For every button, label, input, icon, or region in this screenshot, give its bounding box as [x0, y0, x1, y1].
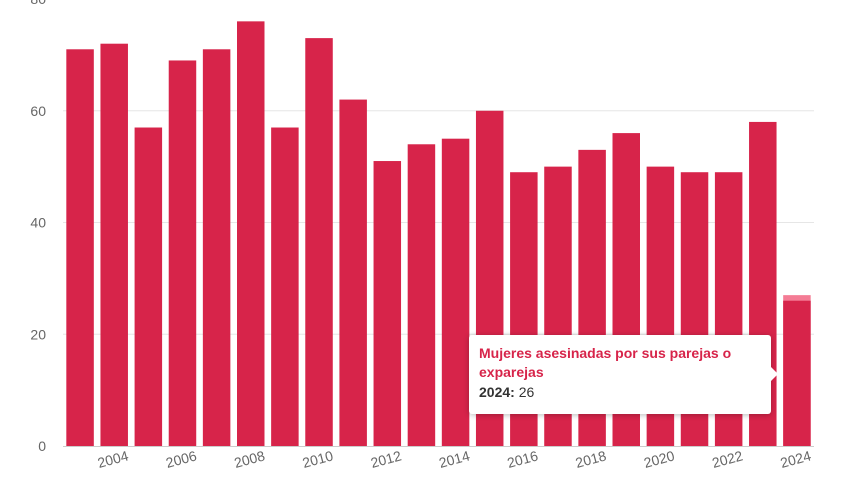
bar-2005[interactable]: [134, 127, 163, 446]
x-tick-label-2020: 2020: [642, 447, 676, 471]
x-tick-label-2022: 2022: [710, 447, 744, 471]
y-axis: 0 20 40 60 80: [30, 0, 46, 454]
y-tick-label-0: 0: [38, 438, 46, 454]
tooltip: Mujeres asesinadas por sus parejas o exp…: [469, 335, 778, 414]
bar-2013[interactable]: [407, 144, 436, 446]
tooltip-value: 26: [518, 384, 535, 400]
x-tick-label-2024: 2024: [779, 447, 813, 471]
x-tick-label-2014: 2014: [437, 447, 471, 471]
bar-2009[interactable]: [271, 127, 299, 446]
bar-2012[interactable]: [373, 161, 402, 446]
y-tick-label-60: 60: [30, 103, 46, 119]
x-axis: 2004 2006 2008 2010 2012 2014 2016 2018 2020 2022…: [63, 446, 814, 471]
bar-2024[interactable]: [783, 300, 811, 446]
tooltip-year: 2024:: [479, 384, 515, 400]
tooltip-series-name: Mujeres asesinadas por sus parejas o exp…: [479, 345, 732, 380]
x-tick-label-2010: 2010: [301, 447, 335, 471]
bar-2010[interactable]: [305, 38, 333, 447]
y-tick-label-80: 80: [30, 0, 46, 7]
y-tick-label-20: 20: [30, 326, 46, 342]
bar-2003[interactable]: [66, 49, 94, 446]
x-tick-label-2012: 2012: [369, 447, 403, 471]
bar-2014[interactable]: [441, 138, 470, 446]
bar-2006[interactable]: [168, 60, 197, 447]
bars: [66, 21, 811, 447]
bar-2008[interactable]: [237, 21, 265, 446]
x-tick-label-2008: 2008: [232, 447, 266, 471]
bar-2004[interactable]: [100, 43, 128, 446]
x-tick-label-2006: 2006: [164, 447, 198, 471]
x-tick-label-2016: 2016: [505, 447, 539, 471]
tooltip-value-line: 2024: 26: [479, 383, 761, 402]
bar-2007[interactable]: [202, 49, 231, 446]
x-tick-label-2018: 2018: [574, 447, 608, 471]
bar-2011[interactable]: [339, 99, 367, 446]
y-tick-label-40: 40: [30, 215, 46, 231]
x-tick-label-2004: 2004: [96, 447, 130, 471]
